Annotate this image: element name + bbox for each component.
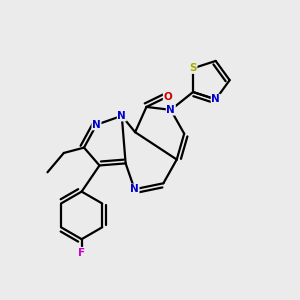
Text: S: S xyxy=(189,63,197,73)
Text: N: N xyxy=(117,111,126,121)
Text: N: N xyxy=(130,184,139,194)
Text: N: N xyxy=(167,105,175,115)
Text: F: F xyxy=(78,248,85,257)
Text: N: N xyxy=(211,94,220,104)
Text: O: O xyxy=(164,92,172,101)
Text: N: N xyxy=(92,120,101,130)
